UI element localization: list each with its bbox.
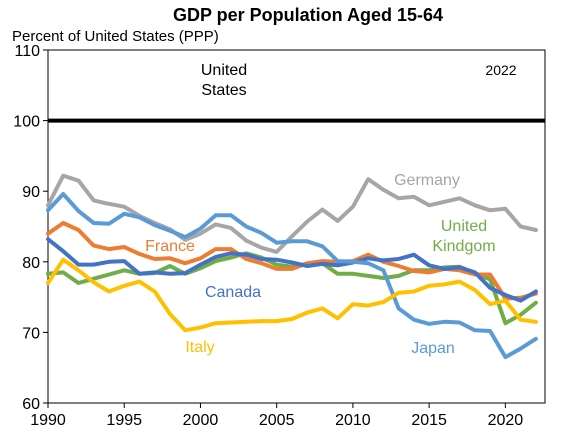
series-label-france: France — [145, 238, 195, 255]
series-label-united-states: United States — [201, 62, 247, 99]
series-line-germany — [46, 173, 538, 254]
x-tick-label: 1995 — [106, 412, 142, 429]
y-tick-label: 60 — [22, 396, 40, 413]
y-tick-label: 70 — [22, 325, 40, 342]
y-tick-label: 100 — [13, 114, 40, 131]
y-tick-label: 110 — [14, 43, 40, 60]
x-axis-ticks: 1990 1995 2000 2005 2010 2015 2020 — [30, 403, 523, 429]
y-tick-label: 90 — [22, 184, 40, 201]
x-tick-label: 2010 — [335, 412, 371, 429]
x-tick-label: 1990 — [30, 412, 66, 429]
x-tick-label: 2015 — [411, 412, 447, 429]
series-line-japan — [46, 192, 538, 360]
series-label-united-kindgom: United Kindgom — [432, 218, 495, 255]
x-tick-label: 2005 — [259, 412, 295, 429]
series-label-germany: Germany — [394, 172, 460, 189]
x-tick-label: 2020 — [488, 412, 524, 429]
series-label-japan: Japan — [411, 340, 455, 357]
plot-area-frame — [47, 49, 546, 404]
series-label-italy: Italy — [185, 339, 214, 356]
chart-title: GDP per Population Aged 15-64 — [173, 5, 443, 25]
series-line-canada — [46, 237, 538, 303]
series-labels: United States Germany United Kindgom France Ca… — [145, 62, 495, 357]
series-line-italy — [46, 257, 538, 333]
series-lines — [46, 173, 538, 360]
y-axis-label: Percent of United States (PPP) — [12, 28, 219, 45]
x-tick-label: 2000 — [183, 412, 219, 429]
series-label-canada: Canada — [205, 284, 261, 301]
y-tick-label: 80 — [22, 255, 40, 272]
year-label: 2022 — [485, 62, 516, 78]
y-axis-ticks: 60 70 80 90 100 110 — [13, 43, 48, 413]
